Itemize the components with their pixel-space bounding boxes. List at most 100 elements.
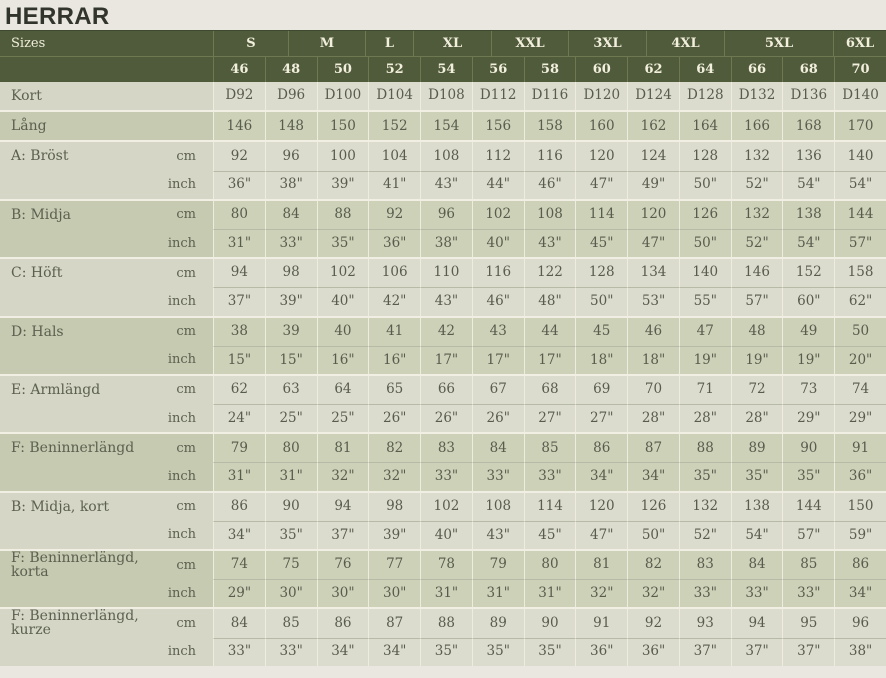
row-label (0, 462, 165, 491)
eu-size-cell: 60 (575, 57, 627, 82)
data-cell: 132 (730, 142, 783, 171)
data-cell: 152 (368, 112, 421, 141)
data-cell: 102 (471, 200, 524, 229)
data-cell: 88 (678, 434, 731, 463)
eu-size-cell: 62 (627, 57, 679, 82)
size-header-cell: XXL (491, 31, 568, 56)
data-cell: 67 (471, 375, 524, 405)
row-label (0, 287, 165, 316)
data-cell: 33" (782, 579, 835, 608)
data-cell: 29" (213, 579, 265, 608)
data-cell: 60" (782, 287, 835, 316)
data-cell: 43" (420, 170, 472, 199)
data-cell: 83 (678, 551, 731, 580)
data-cell: 26" (420, 404, 472, 433)
data-cell: 128 (575, 259, 628, 288)
data-cell: 54" (782, 170, 835, 199)
data-cell: 25" (316, 404, 369, 433)
unit-label: inch (165, 345, 213, 374)
row-label: B: Midja (0, 200, 165, 229)
data-cell: 17" (523, 345, 576, 374)
data-cell: 19" (730, 345, 783, 374)
data-cell: 106 (368, 259, 421, 288)
data-cell: 31" (213, 462, 265, 491)
data-cell: 85 (782, 551, 835, 580)
data-cell: 43" (523, 228, 576, 258)
eu-size-cell: 70 (834, 57, 886, 82)
data-cell: 88 (316, 200, 369, 229)
row-label: C: Höft (0, 259, 165, 288)
data-cell: 94 (730, 609, 783, 638)
table-row: E: Armlängd cm 62 63 64 65 66 67 68 69 70 71 72 73 74 (0, 375, 886, 405)
measurement-group: B: Midja, kort cm 86 90 94 98 102 108 114 120 126 1… (0, 490, 886, 549)
data-cell: 80 (213, 200, 265, 229)
data-cell: 164 (678, 112, 731, 141)
data-cell: 83 (420, 434, 472, 463)
data-cell: 50" (678, 228, 731, 258)
size-header-cell: 6XL (833, 31, 886, 56)
unit-label (165, 112, 213, 141)
data-cell: 63 (264, 375, 317, 405)
row-label (0, 345, 165, 374)
data-cell: 87 (368, 609, 421, 638)
data-cell: 41" (368, 170, 421, 199)
table-row: inch 36" 38" 39" 41" 43" 44" 46" 47" 49" 50" 52" 54"… (0, 170, 886, 199)
unit-label: cm (165, 434, 213, 463)
table-row: inch 31" 31" 32" 32" 33" 33" 33" 34" 34" 35" 35" 35"… (0, 462, 886, 491)
data-cell: 17" (420, 345, 472, 374)
data-cell: 68 (523, 375, 576, 405)
data-cell: 138 (782, 200, 835, 229)
row-label: B: Midja, kort (0, 492, 165, 521)
data-cell: 15" (264, 345, 317, 374)
data-cell: 128 (678, 142, 731, 171)
data-cell: 120 (575, 142, 628, 171)
data-cell: 75 (264, 551, 317, 580)
data-cell: 102 (316, 259, 369, 288)
data-cell: 86 (834, 551, 886, 580)
data-cell: 84 (264, 200, 317, 229)
data-cell: 33" (264, 228, 317, 258)
data-cell: 43" (471, 520, 524, 549)
table-row: F: Beninnerlängd cm 79 80 81 82 83 84 85 86 87 88 89… (0, 434, 886, 463)
data-cell: 34" (213, 520, 265, 549)
data-cell: 150 (834, 492, 886, 521)
data-cell: 96 (420, 200, 472, 229)
data-cell: 30" (316, 579, 369, 608)
data-cell: 38" (420, 228, 472, 258)
data-cell: 65 (368, 375, 421, 405)
measurement-group: Kort D92 D96 D100 D104 D108 D112 D116 D120 D124 D1… (0, 82, 886, 111)
data-cell: D108 (420, 82, 472, 111)
data-cell: 40" (471, 228, 524, 258)
eu-size-cell: 52 (368, 57, 420, 82)
size-header-cell: M (288, 31, 365, 56)
data-cell: 47" (627, 228, 679, 258)
table-row: A: Bröst cm 92 96 100 104 108 112 116 120 124 128 13… (0, 142, 886, 171)
data-cell: 53" (627, 287, 679, 316)
eu-size-row: 46 48 50 52 54 56 58 60 62 64 66 68 70 (0, 57, 886, 82)
data-cell: 37" (782, 637, 835, 666)
data-cell: 120 (627, 200, 679, 229)
data-cell: 36" (575, 637, 628, 666)
data-cell: 50 (834, 317, 886, 346)
data-cell: D96 (264, 82, 317, 111)
data-cell: 84 (471, 434, 524, 463)
data-cell: 90 (264, 492, 317, 521)
data-cell: 96 (264, 142, 317, 171)
eu-size-cell: 64 (678, 57, 731, 82)
data-cell: 39" (264, 287, 317, 316)
data-cell: 33" (420, 462, 472, 491)
data-cell: 27" (523, 404, 576, 433)
data-cell: 69 (575, 375, 628, 405)
corner-spacer (0, 57, 213, 82)
data-cell: 29" (782, 404, 835, 433)
data-cell: 158 (523, 112, 576, 141)
data-cell: 31" (420, 579, 472, 608)
data-cell: 120 (575, 492, 628, 521)
data-cell: 50" (627, 520, 679, 549)
measurement-group: Lång 146 148 150 152 154 156 158 160 162 164 166 168… (0, 110, 886, 141)
data-cell: 86 (213, 492, 265, 521)
data-cell: 33" (678, 579, 731, 608)
data-cell: 57" (730, 287, 783, 316)
eu-size-cell: 48 (264, 57, 317, 82)
data-cell: 30" (264, 579, 317, 608)
